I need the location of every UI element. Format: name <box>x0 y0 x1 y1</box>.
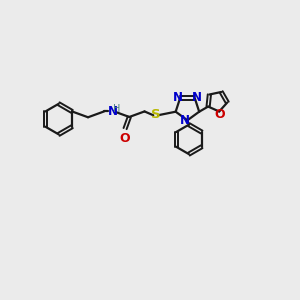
Text: N: N <box>179 114 190 127</box>
Text: H: H <box>112 104 120 114</box>
Text: N: N <box>192 91 202 103</box>
Text: O: O <box>214 108 225 121</box>
Text: S: S <box>151 109 160 122</box>
Text: N: N <box>172 91 182 103</box>
Text: O: O <box>119 131 130 145</box>
Text: N: N <box>108 105 118 118</box>
